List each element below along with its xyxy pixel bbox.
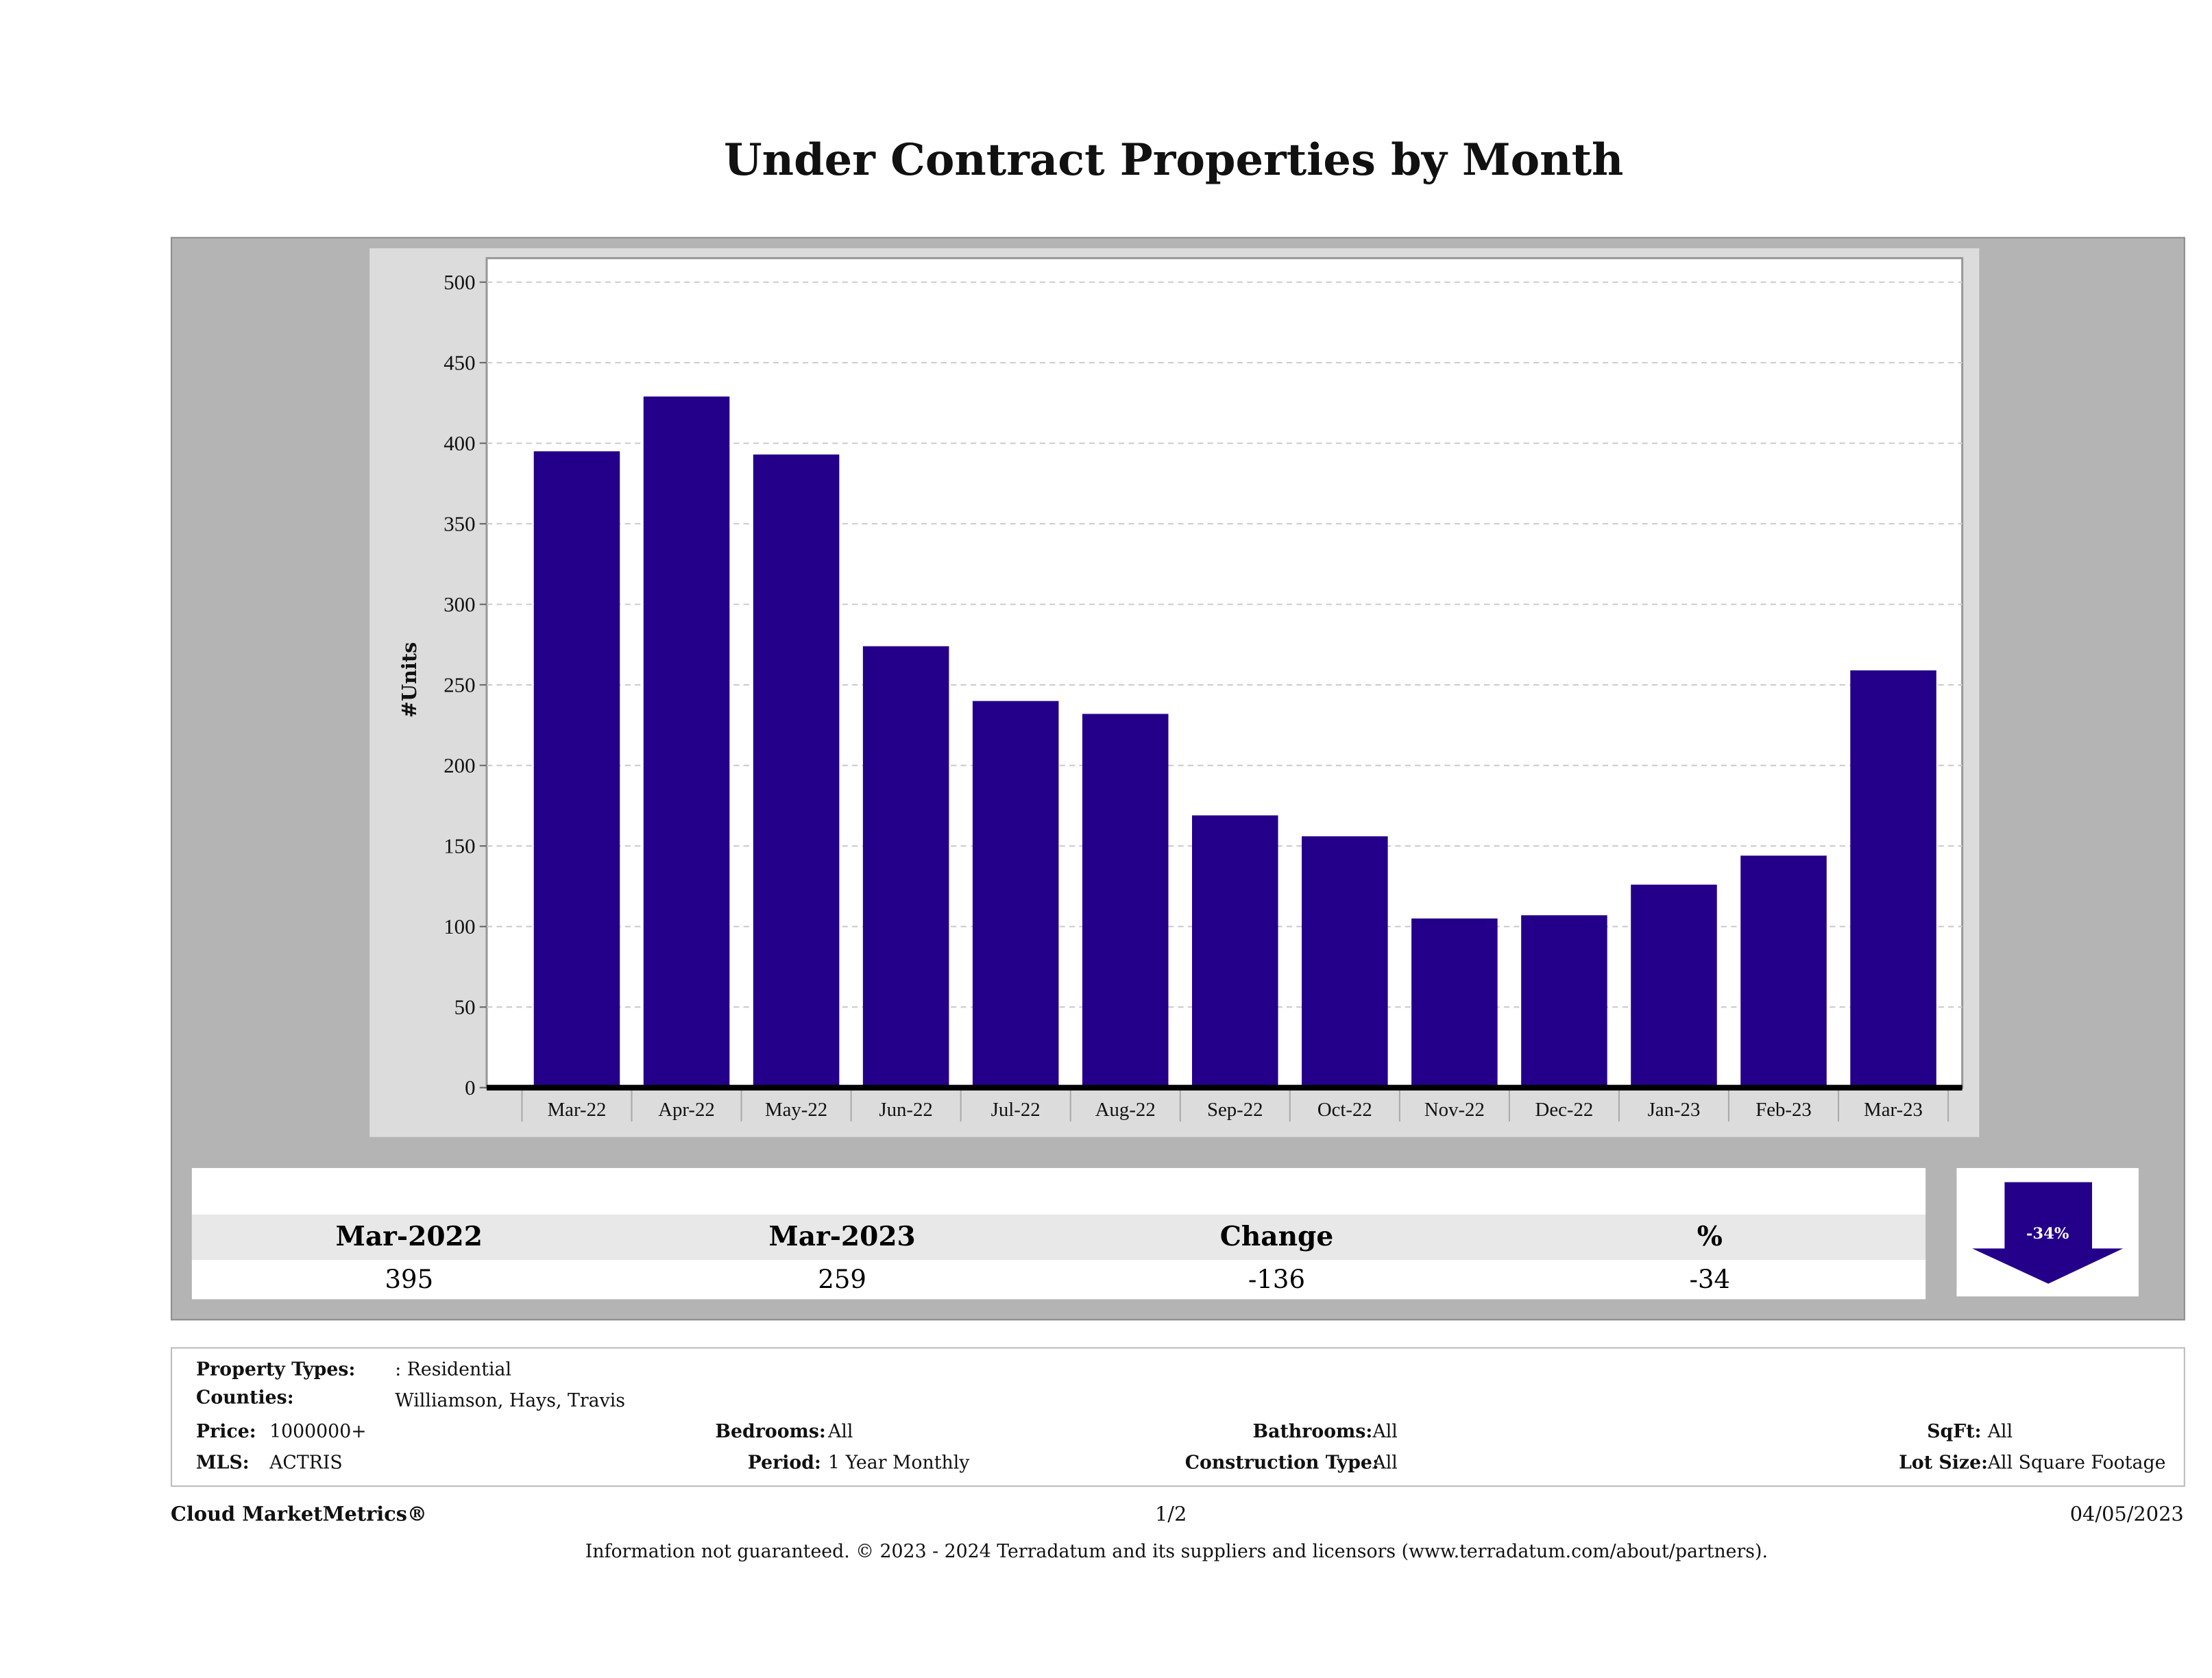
lot-size-label: Lot Size: xyxy=(1899,1452,1988,1474)
bar xyxy=(1082,714,1169,1088)
summary-header: Mar-2023 xyxy=(768,1221,916,1253)
y-tick-label: 500 xyxy=(443,270,475,294)
x-tick-label: Sep-22 xyxy=(1207,1099,1263,1121)
bar xyxy=(1850,670,1936,1088)
x-tick-label: Oct-22 xyxy=(1317,1099,1372,1121)
bar xyxy=(1411,918,1498,1088)
bedrooms-label: Bedrooms: xyxy=(715,1422,826,1444)
y-tick-label: 50 xyxy=(454,995,476,1019)
y-tick-label: 0 xyxy=(465,1075,475,1099)
mls-value: ACTRIS xyxy=(269,1452,343,1474)
bedrooms-value: All xyxy=(828,1422,853,1444)
summary-header-row: Mar-2022 Mar-2023 Change % xyxy=(191,1214,1926,1260)
brand-name: Cloud MarketMetrics® xyxy=(171,1503,427,1527)
bar xyxy=(533,451,620,1088)
bar xyxy=(1192,815,1278,1088)
period-label: Period: xyxy=(747,1452,821,1474)
bar xyxy=(1631,884,1717,1088)
bathrooms-value: All xyxy=(1372,1422,1398,1444)
bathrooms-label: Bathrooms: xyxy=(1252,1422,1373,1444)
summary-values-row: 395 259 -136 -34 xyxy=(191,1259,1926,1300)
bar xyxy=(643,396,730,1088)
bar xyxy=(753,454,840,1088)
property-types-label: Property Types: xyxy=(196,1359,356,1381)
trend-badge: -34% xyxy=(1956,1168,2139,1297)
lot-size-value: All Square Footage xyxy=(1987,1452,2166,1474)
bar xyxy=(1521,915,1607,1088)
y-tick-label: 150 xyxy=(443,834,475,858)
price-value: 1000000+ xyxy=(269,1422,367,1444)
bar xyxy=(1302,836,1388,1088)
summary-value: 395 xyxy=(385,1265,434,1296)
summary-blank-row xyxy=(191,1168,1926,1215)
x-tick-label: Dec-22 xyxy=(1535,1099,1594,1121)
x-tick-label: Jun-22 xyxy=(879,1099,932,1121)
summary-value: 259 xyxy=(818,1265,866,1296)
x-tick-label: Feb-23 xyxy=(1755,1099,1812,1121)
arrow-down-icon xyxy=(1972,1182,2124,1284)
property-types-value: : Residential xyxy=(395,1359,512,1381)
bar xyxy=(972,701,1059,1088)
x-tick-label: Apr-22 xyxy=(658,1099,715,1121)
construction-type-label: Construction Type: xyxy=(1184,1452,1379,1474)
x-tick-label: Mar-23 xyxy=(1864,1099,1923,1121)
report-date: 04/05/2023 xyxy=(2069,1503,2184,1527)
y-tick-label: 400 xyxy=(443,431,475,455)
page-number: 1/2 xyxy=(1154,1503,1187,1527)
bar xyxy=(1740,855,1827,1088)
x-tick-label: Jan-23 xyxy=(1648,1099,1701,1121)
period-value: 1 Year Monthly xyxy=(828,1452,970,1474)
summary-header: Mar-2022 xyxy=(335,1221,483,1253)
counties-label: Counties: xyxy=(196,1388,294,1409)
y-tick-label: 250 xyxy=(443,672,475,696)
chart-title: Under Contract Properties by Month xyxy=(724,135,1624,186)
y-tick-label: 300 xyxy=(443,592,475,616)
bar xyxy=(862,646,949,1088)
summary-header: % xyxy=(1697,1221,1723,1253)
sqft-label: SqFt: xyxy=(1927,1422,1982,1444)
summary-value: -136 xyxy=(1248,1265,1306,1296)
disclaimer: Information not guaranteed. © 2023 - 202… xyxy=(585,1542,1768,1564)
mls-label: MLS: xyxy=(196,1452,250,1474)
y-tick-label: 100 xyxy=(443,914,475,938)
counties-value: Williamson, Hays, Travis xyxy=(395,1391,626,1413)
x-tick-label: Nov-22 xyxy=(1424,1099,1485,1121)
y-axis-label: #Units xyxy=(398,642,421,718)
summary-value: -34 xyxy=(1689,1265,1731,1296)
y-tick-label: 350 xyxy=(443,511,475,535)
filter-criteria: Property Types: : Residential Counties: … xyxy=(171,1347,2185,1487)
y-tick-label: 450 xyxy=(443,350,475,374)
x-tick-label: Mar-22 xyxy=(548,1099,607,1121)
trend-percent: -34% xyxy=(2026,1224,2069,1243)
summary-header: Change xyxy=(1219,1221,1334,1253)
sqft-value: All xyxy=(1987,1422,2013,1444)
price-label: Price: xyxy=(196,1422,256,1444)
x-tick-label: Aug-22 xyxy=(1095,1099,1156,1121)
x-tick-label: May-22 xyxy=(765,1099,827,1121)
construction-type-value: All xyxy=(1372,1452,1398,1474)
y-tick-label: 200 xyxy=(443,753,475,777)
x-tick-label: Jul-22 xyxy=(991,1099,1041,1121)
